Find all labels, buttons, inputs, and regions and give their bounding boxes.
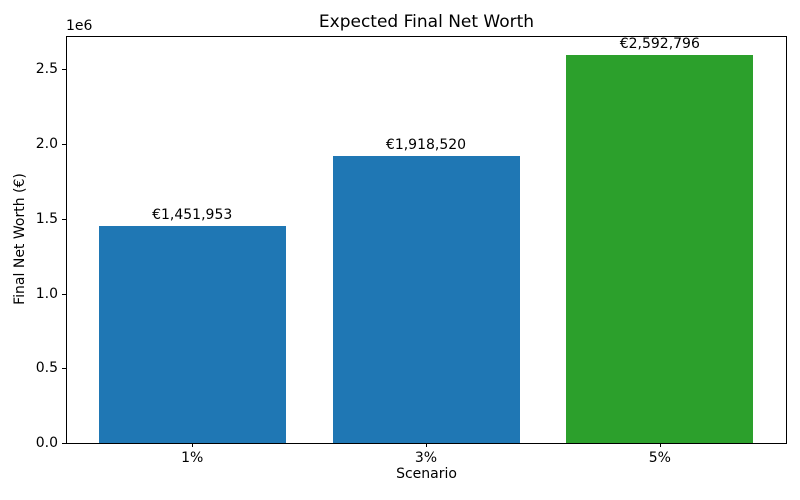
bar-value-label: €1,451,953 bbox=[152, 206, 233, 223]
x-axis-label: Scenario bbox=[396, 466, 457, 482]
x-tick-label: 5% bbox=[648, 450, 671, 466]
y-tick-mark bbox=[62, 144, 66, 145]
bar-3% bbox=[332, 156, 520, 443]
y-tick-mark bbox=[62, 69, 66, 71]
y-tick-mark bbox=[62, 218, 66, 220]
y-tick-label: 0.5 bbox=[35, 360, 58, 377]
y-tick-label: 2.5 bbox=[35, 61, 58, 78]
bar-value-label: €2,592,796 bbox=[619, 36, 700, 53]
y-tick-label: 2.0 bbox=[35, 136, 58, 152]
x-tick-label: 3% bbox=[414, 450, 438, 466]
y-tick-mark bbox=[62, 293, 66, 295]
bar-1% bbox=[98, 225, 286, 443]
x-tick-label: 1% bbox=[181, 450, 204, 466]
bar-5% bbox=[566, 55, 754, 443]
x-tick-mark bbox=[426, 443, 427, 447]
x-tick-mark bbox=[659, 443, 661, 447]
x-tick-mark bbox=[192, 443, 194, 447]
y-tick-label: 1.0 bbox=[35, 285, 58, 302]
y-tick-label: 0.0 bbox=[35, 435, 58, 451]
y-axis-offset-label: 1e6 bbox=[66, 18, 93, 34]
y-tick-mark bbox=[62, 368, 66, 370]
y-tick-mark bbox=[62, 443, 66, 444]
chart-title: Expected Final Net Worth bbox=[318, 12, 535, 32]
bar-value-label: €1,918,520 bbox=[385, 137, 467, 154]
y-tick-label: 1.5 bbox=[35, 210, 58, 227]
